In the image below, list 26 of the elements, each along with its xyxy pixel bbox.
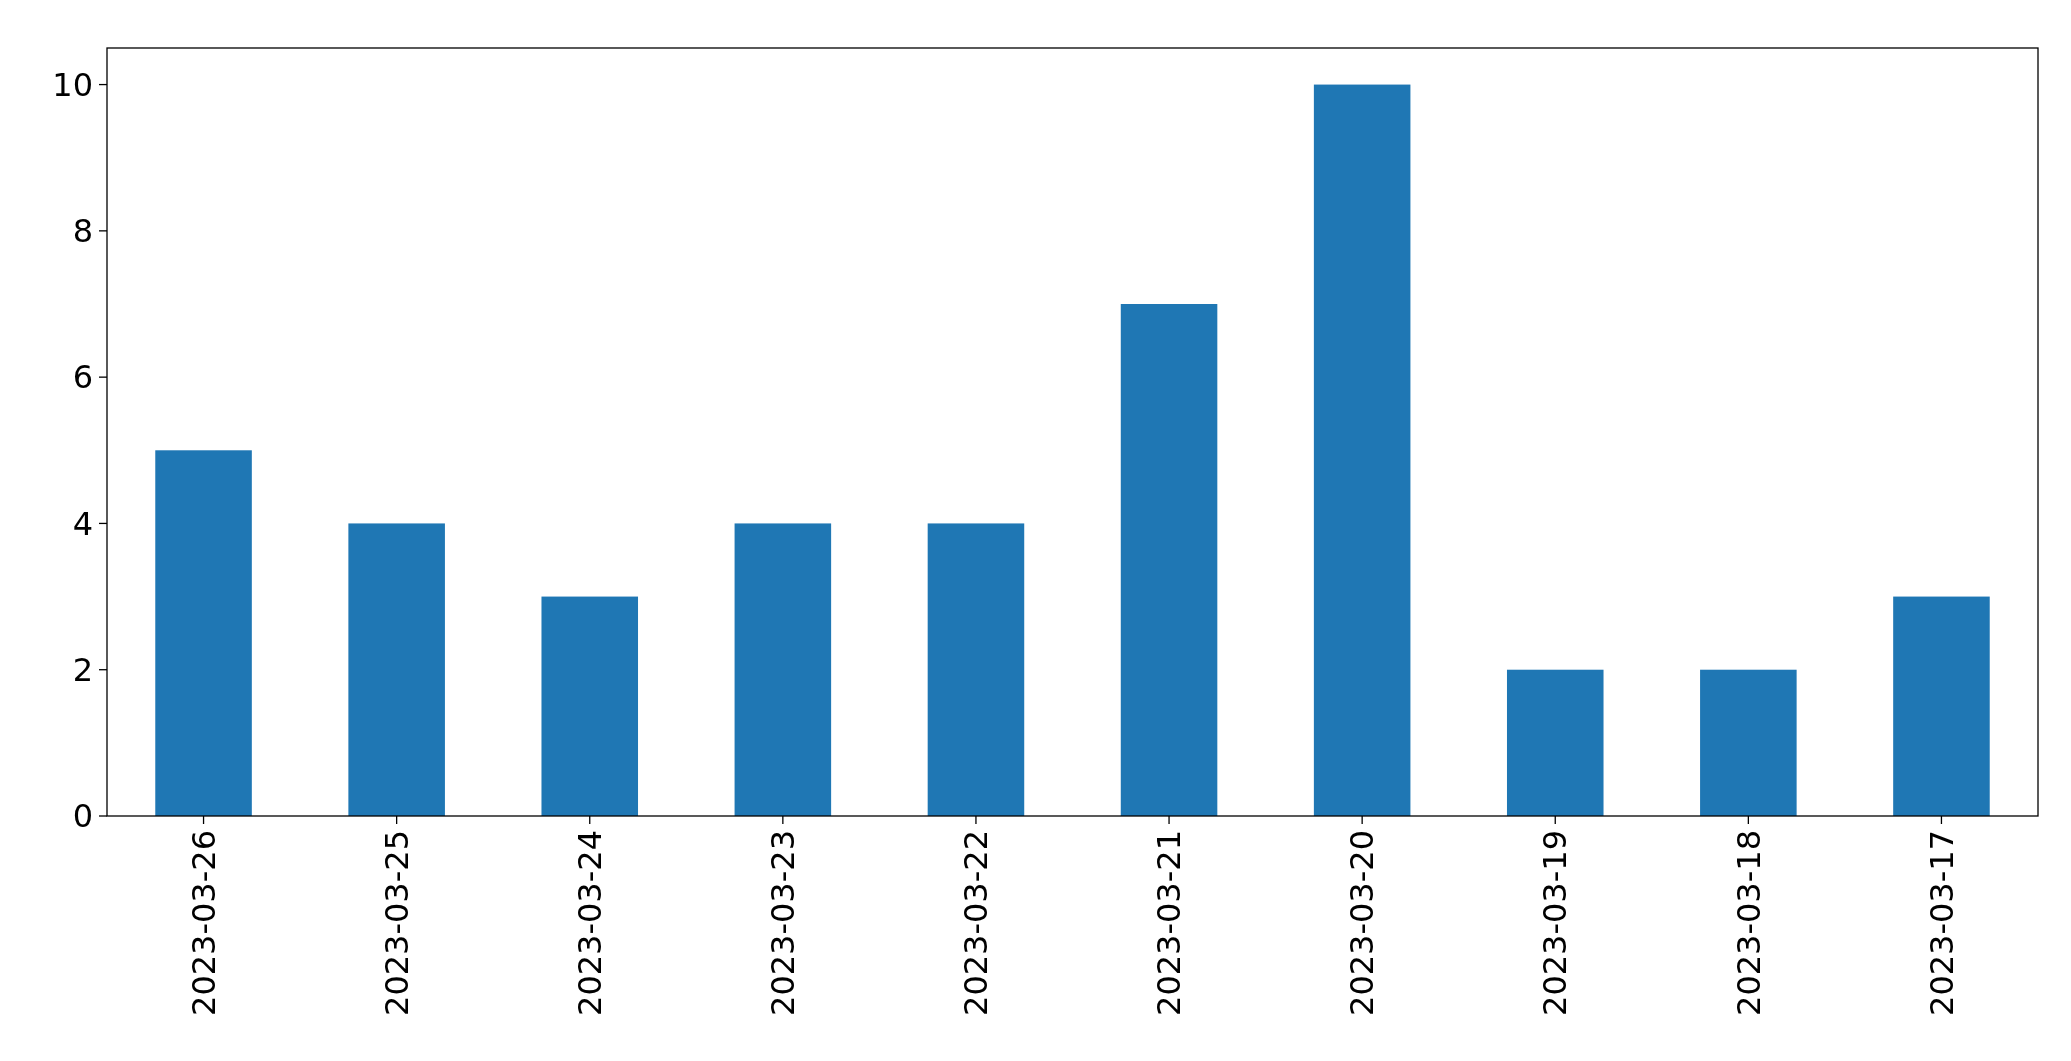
y-tick-label: 6 [72, 358, 93, 397]
bar [1893, 596, 1990, 816]
x-tick-label: 2023-03-20 [1343, 830, 1382, 1016]
bar [348, 523, 445, 816]
x-tick-label: 2023-03-22 [957, 830, 996, 1016]
bar [927, 523, 1025, 816]
bar [1313, 84, 1411, 816]
x-tick-label: 2023-03-23 [764, 830, 803, 1016]
y-tick-label: 8 [72, 212, 93, 251]
bar [1700, 669, 1797, 816]
x-tick-label: 2023-03-21 [1150, 830, 1189, 1016]
bar [155, 450, 252, 816]
bar [541, 596, 639, 816]
y-tick-label: 4 [72, 504, 93, 543]
x-tick-label: 2023-03-25 [377, 830, 416, 1016]
y-tick-label: 2 [72, 650, 93, 689]
bar [1120, 304, 1218, 816]
x-tick-label: 2023-03-26 [184, 830, 223, 1016]
y-tick-label: 0 [72, 797, 93, 836]
bar [1506, 669, 1604, 816]
y-tick-label: 10 [52, 65, 93, 104]
x-tick-label: 2023-03-17 [1922, 830, 1961, 1016]
bar [734, 523, 832, 816]
x-tick-label: 2023-03-18 [1729, 830, 1768, 1016]
x-tick-label: 2023-03-24 [570, 830, 609, 1016]
x-tick-label: 2023-03-19 [1536, 830, 1575, 1016]
